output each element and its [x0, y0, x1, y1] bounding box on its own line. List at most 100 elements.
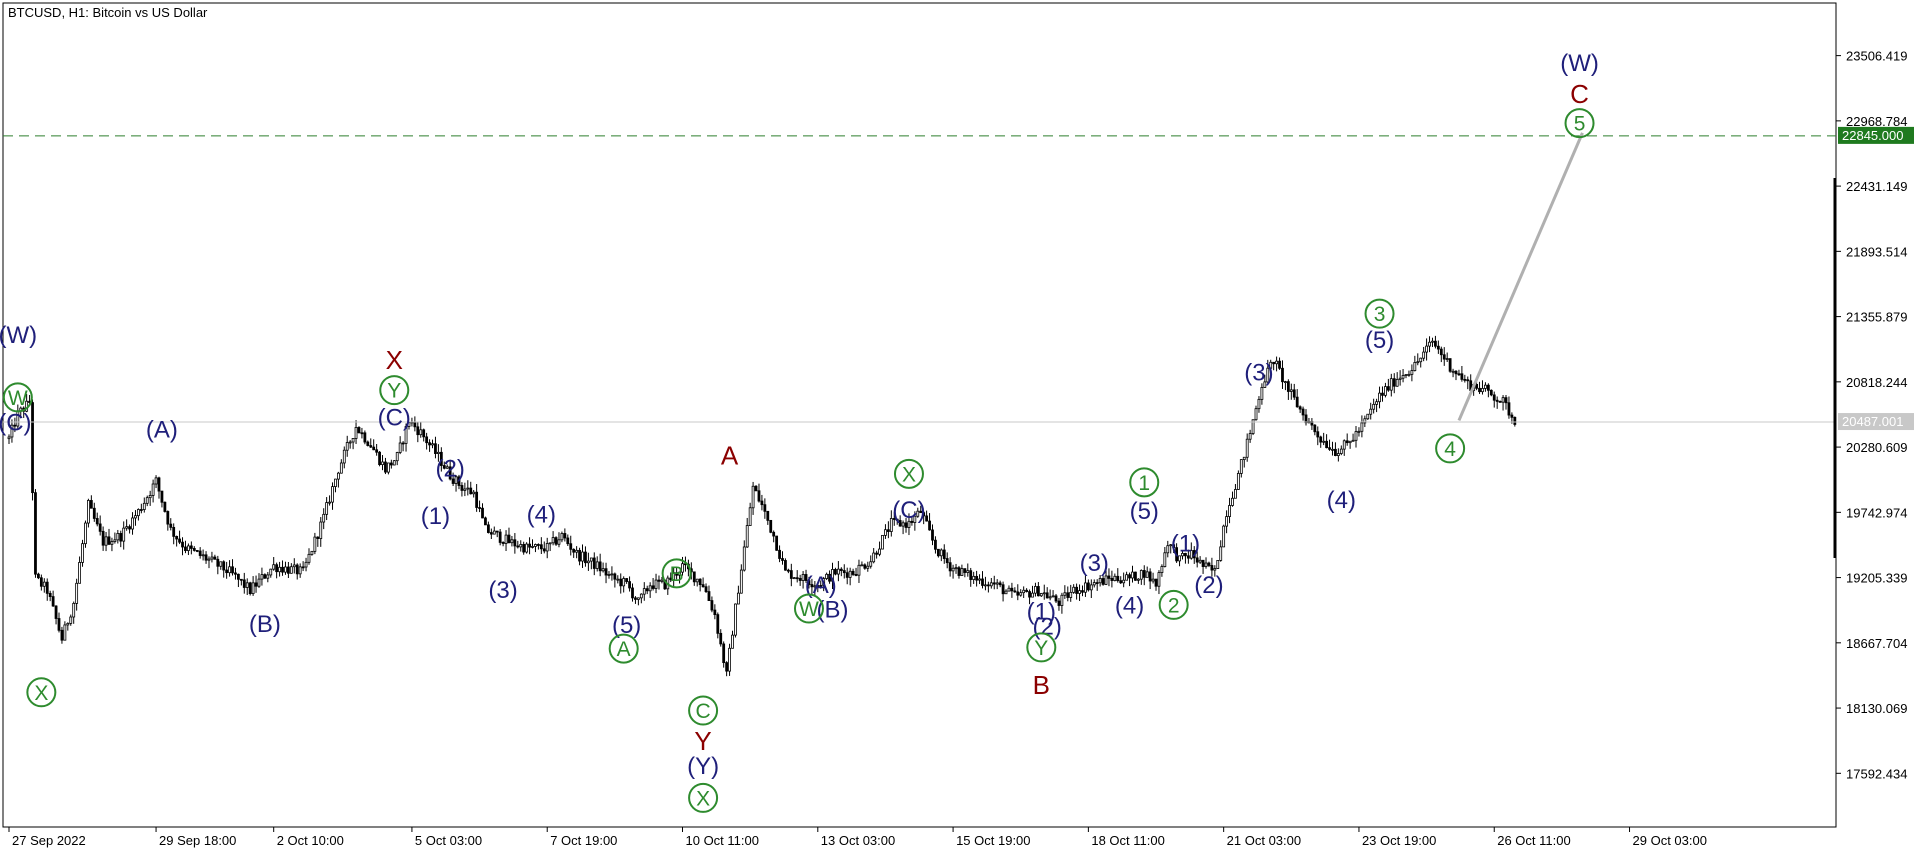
candle-body [884, 529, 887, 536]
candle-body [1384, 386, 1387, 396]
candle-body [1431, 340, 1434, 343]
wave-label: B [1033, 670, 1050, 700]
wave-label: 3 [1364, 298, 1395, 329]
candle-body [151, 483, 155, 496]
projection-line [1457, 132, 1584, 422]
candle-body [1466, 379, 1470, 382]
candle-body [198, 550, 202, 556]
candle-body [204, 554, 208, 561]
candle-body [1175, 547, 1179, 562]
time-axis: 27 Sep 2022 29 Sep 18:00 2 Oct 10:00 5 Oct … [8, 827, 1707, 848]
candle-body [695, 578, 699, 583]
candle-body [1236, 473, 1240, 490]
candle-body [916, 510, 920, 517]
candle-body [128, 526, 131, 530]
candle-body [334, 478, 337, 487]
candle-body [1481, 388, 1484, 393]
candle-body [392, 460, 396, 466]
wave-label: X [386, 345, 403, 375]
candle-body [366, 441, 370, 446]
candle-body [1172, 544, 1176, 549]
candle-body [1128, 574, 1131, 579]
candle-body [881, 534, 884, 550]
candle-body [1363, 418, 1367, 424]
candle-body [834, 569, 837, 575]
candle-body [134, 515, 137, 519]
candle-body [645, 588, 649, 592]
candle-body [478, 507, 481, 509]
candle-body [939, 549, 943, 557]
candle-body [428, 442, 431, 446]
wave-label-text: 2 [1168, 594, 1180, 617]
candle-body [110, 541, 114, 545]
candle-body [1407, 373, 1411, 376]
candle-body [963, 568, 967, 573]
candle-body [875, 552, 879, 555]
candle-body [1334, 448, 1337, 456]
candle-body [189, 545, 193, 549]
candle-body [886, 529, 890, 532]
wave-label-text: (W) [1560, 50, 1599, 77]
wave-label-text: (3) [1080, 550, 1109, 577]
wave-label-text: Y [694, 726, 711, 756]
candle-body [1122, 579, 1126, 584]
candle-body [375, 449, 379, 453]
candle-body [442, 465, 446, 469]
candle-body [1157, 572, 1161, 587]
candle-body [972, 575, 976, 580]
candle-body [1007, 587, 1011, 592]
candle-body [960, 568, 964, 576]
candle-body [1195, 557, 1199, 563]
wave-label-text: 5 [1574, 113, 1586, 136]
candle-body [181, 541, 184, 548]
candle-body [575, 549, 579, 553]
candle-body [451, 478, 455, 484]
wave-label-circle [379, 375, 410, 406]
candle-body [354, 427, 358, 439]
candle-body [1192, 550, 1196, 559]
candle-body [351, 438, 355, 443]
candle-body [1089, 584, 1093, 591]
wave-label: W [2, 382, 33, 413]
candle-body [484, 517, 487, 526]
candle-body [1254, 408, 1258, 421]
candle-body [757, 490, 761, 502]
candle-body [1078, 590, 1081, 594]
candle-body [934, 539, 937, 550]
candle-body [210, 556, 214, 560]
candle-body [1134, 571, 1137, 581]
candle-body [401, 442, 405, 445]
candle-body [289, 566, 293, 574]
candle-body [604, 568, 608, 576]
candle-body [1322, 440, 1326, 443]
candle-body [595, 561, 599, 569]
candle-body [1242, 456, 1246, 460]
candles-layer [7, 335, 1517, 677]
candle-body [1495, 399, 1499, 402]
candle-body [828, 573, 831, 582]
time-tick-label: 5 Oct 03:00 [415, 833, 482, 848]
candle-body [1022, 589, 1026, 594]
candle-body [869, 561, 873, 567]
candle-body [1419, 357, 1423, 363]
candle-body [698, 578, 702, 586]
wave-label: (1) [1171, 531, 1200, 558]
levels-layer [3, 132, 1836, 423]
candle-body [925, 515, 929, 522]
wave-label: (4) [1115, 593, 1144, 620]
candle-body [78, 562, 81, 584]
wave-label-text: Y [387, 380, 401, 403]
candle-body [1010, 587, 1014, 592]
candle-body [631, 587, 634, 599]
candle-body [1448, 358, 1452, 372]
candle-body [748, 507, 752, 526]
candle-body [304, 561, 308, 568]
candle-body [945, 558, 949, 564]
wave-label-text: (A) [146, 417, 178, 444]
candle-body [1042, 592, 1046, 595]
time-tick-label: 10 Oct 11:00 [686, 833, 759, 848]
wave-label-text: (3) [488, 577, 517, 604]
wave-label: 4 [1435, 433, 1466, 464]
candle-body [1072, 586, 1076, 593]
candle-body [84, 522, 87, 545]
